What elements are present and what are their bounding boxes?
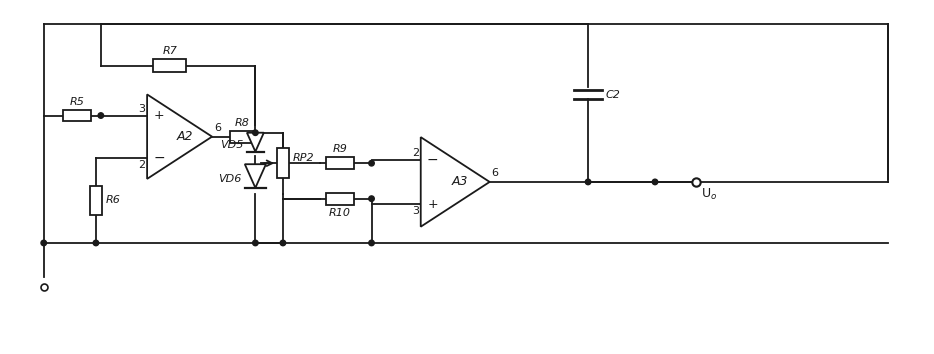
Text: 3: 3 [138,104,145,114]
Circle shape [369,160,375,166]
Circle shape [93,240,99,246]
Polygon shape [420,137,489,227]
Text: 6: 6 [491,168,499,178]
Text: −: − [153,151,164,165]
Circle shape [41,240,47,246]
Circle shape [280,240,286,246]
Text: R5: R5 [70,97,85,107]
FancyBboxPatch shape [326,157,354,169]
FancyBboxPatch shape [90,185,102,215]
Circle shape [652,179,658,185]
Circle shape [252,130,258,136]
Text: RP2: RP2 [292,153,315,163]
Text: +: + [153,109,164,122]
Circle shape [252,240,258,246]
Text: A3: A3 [452,176,468,188]
Text: U$_o$: U$_o$ [701,187,717,202]
Text: R10: R10 [329,207,351,217]
Text: R6: R6 [106,195,120,205]
Text: 3: 3 [412,206,418,216]
FancyBboxPatch shape [64,110,91,121]
Text: VD5: VD5 [220,139,244,149]
Text: +: + [427,198,438,211]
Circle shape [369,240,375,246]
Text: A2: A2 [177,130,192,143]
Text: 2: 2 [412,148,418,158]
Text: 6: 6 [214,123,221,133]
FancyBboxPatch shape [277,148,289,178]
Polygon shape [247,133,263,152]
Text: R7: R7 [163,46,177,56]
FancyBboxPatch shape [230,131,255,143]
FancyBboxPatch shape [153,59,187,72]
Circle shape [586,179,591,185]
Circle shape [369,196,375,201]
Text: C2: C2 [606,90,621,100]
Text: 2: 2 [138,160,145,170]
Text: −: − [427,153,438,166]
Text: R9: R9 [333,144,347,154]
FancyBboxPatch shape [326,193,354,205]
Circle shape [98,113,104,118]
Text: VD6: VD6 [219,174,242,184]
Text: R8: R8 [235,118,250,128]
Polygon shape [245,164,266,188]
Polygon shape [147,95,212,179]
